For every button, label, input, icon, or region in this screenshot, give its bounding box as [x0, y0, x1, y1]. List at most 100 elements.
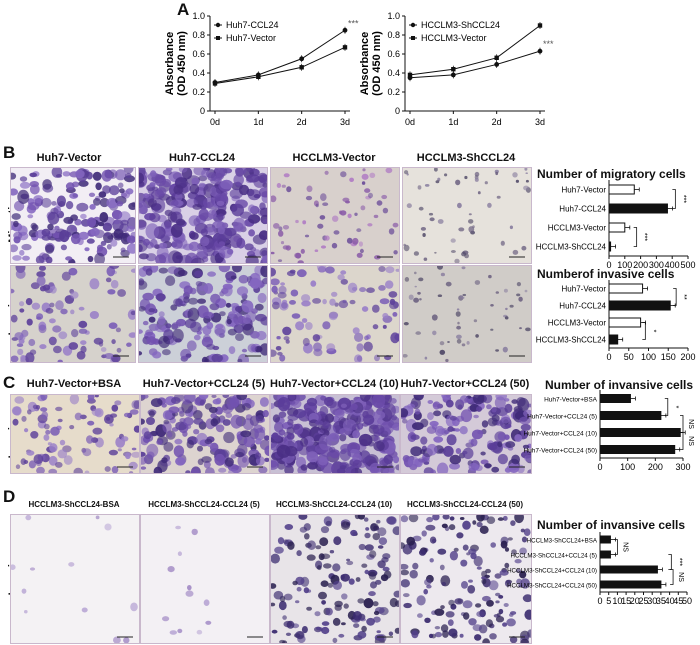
cell-blob [158, 242, 168, 249]
cell-blob [289, 400, 296, 405]
cell-blob [519, 570, 527, 579]
cell-blob [117, 232, 128, 239]
cell-blob [172, 321, 181, 329]
chart-title-b-invasion: Numberof invasive cells [537, 267, 675, 281]
cell-blob [272, 301, 280, 310]
cell-blob [199, 399, 205, 406]
cell-blob [279, 639, 286, 643]
cell-blob [215, 424, 225, 433]
cell-blob [319, 215, 326, 220]
cell-blob [340, 443, 352, 453]
significance-mark: ** [680, 294, 687, 300]
cell-blob [197, 445, 203, 452]
x-tick-label: 2d [492, 117, 502, 127]
cell-blob [439, 349, 446, 355]
cell-blob [430, 469, 436, 473]
cell-blob [445, 611, 455, 618]
cell-blob [496, 407, 508, 417]
cell-blob [20, 354, 26, 361]
bar [608, 184, 635, 195]
x-tick-label: 0d [210, 117, 220, 127]
significance-bracket [680, 432, 684, 450]
cell-blob [142, 320, 149, 326]
cell-blob [459, 395, 469, 404]
cell-blob [49, 302, 55, 308]
cell-blob [370, 523, 379, 531]
cell-blob [226, 318, 232, 325]
cell-blob [414, 408, 421, 415]
cell-blob [468, 226, 475, 233]
cell-blob [300, 248, 305, 254]
cell-blob [429, 536, 437, 544]
cell-blob [209, 303, 220, 311]
cell-blob [143, 431, 152, 440]
cell-blob [514, 434, 523, 442]
cell-blob [40, 395, 48, 401]
category-label: Huh7-CCL24 [559, 302, 606, 311]
cell-blob [199, 395, 209, 400]
cell-blob [11, 244, 19, 253]
cell-blob [426, 443, 438, 456]
cell-blob [434, 608, 445, 616]
cell-blob [321, 600, 326, 605]
cell-blob [249, 415, 260, 426]
cell-blob [70, 214, 78, 221]
cell-blob [35, 255, 45, 263]
cell-blob [313, 348, 323, 357]
cell-blob [505, 307, 508, 311]
cell-blob [361, 422, 369, 427]
cell-blob [321, 621, 330, 626]
cell-blob [93, 198, 101, 206]
cell-blob [322, 421, 330, 429]
cell-blob [56, 174, 62, 178]
category-label: Huh7-Vector+CCL24 (10) [523, 431, 597, 438]
cell-blob [461, 450, 468, 455]
cell-blob [281, 184, 286, 188]
cell-blob [12, 418, 19, 426]
col-head-b-4: HCCLM3-ShCCL24 [416, 152, 516, 164]
cell-blob [300, 437, 309, 447]
cell-blob [139, 235, 144, 242]
cell-blob [47, 223, 54, 231]
cell-blob [175, 457, 186, 466]
cell-blob [33, 454, 44, 465]
cell-blob [214, 453, 226, 466]
cell-blob [441, 395, 451, 400]
cell-blob [356, 252, 363, 258]
cell-blob [220, 179, 233, 190]
cell-blob [475, 334, 479, 338]
cell-blob [120, 247, 126, 253]
bar [599, 580, 662, 589]
cell-blob [22, 255, 30, 261]
cell-blob [139, 329, 143, 334]
cell-blob [186, 340, 197, 351]
category-label: Huh7-CCL24 [559, 205, 606, 214]
cell-blob [167, 566, 175, 573]
cell-blob [277, 291, 287, 299]
cell-blob [361, 306, 369, 312]
cell-blob [91, 408, 102, 417]
cell-blob [149, 238, 158, 248]
cell-blob [63, 455, 73, 465]
cell-blob [306, 451, 319, 463]
cell-blob [36, 466, 45, 473]
cell-blob [147, 198, 157, 208]
micrograph-b-invasion-4 [402, 265, 532, 363]
cell-blob [111, 404, 119, 412]
cell-blob [289, 300, 296, 305]
cell-blob [462, 447, 474, 459]
category-label: Huh7-Vector+BSA [544, 397, 598, 404]
cell-blob [191, 528, 198, 536]
cell-blob [388, 291, 398, 298]
cell-blob [146, 253, 157, 262]
cell-blob [261, 256, 267, 262]
cell-blob [190, 321, 202, 333]
cell-blob [223, 431, 235, 444]
cell-blob [133, 425, 139, 433]
cell-blob [326, 343, 336, 352]
cell-blob [271, 251, 275, 255]
cell-blob [149, 182, 156, 187]
cell-blob [382, 403, 396, 419]
cell-blob [481, 578, 487, 585]
cell-blob [21, 415, 27, 422]
